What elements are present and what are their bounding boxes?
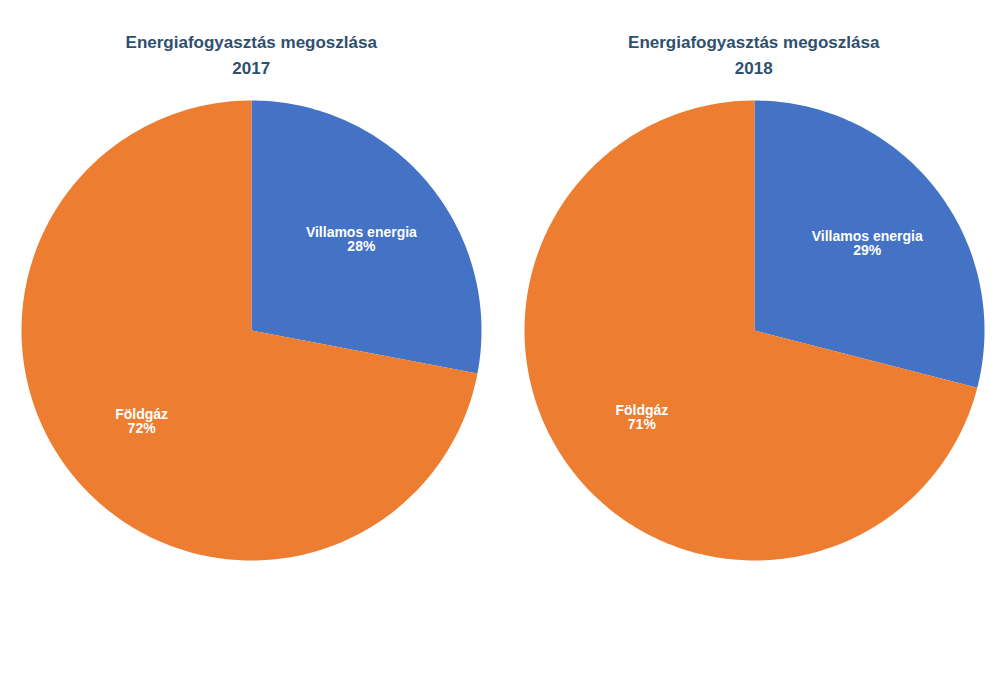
html-text:Energiafogyasztás megoszlása 2: Energiafogyasztás megoszlása 2018 (628, 33, 880, 78)
svg-text:Villamos energia29%: Villamos energia29% (811, 228, 922, 258)
svg-text:Villamos energia28%: Villamos energia28% (306, 224, 417, 254)
svg-text:Földgáz71%: Földgáz71% (615, 402, 668, 432)
html-text:Energiafogyasztás megoszlása 2: Energiafogyasztás megoszlása 2017 (125, 33, 377, 78)
svg-text:Földgáz72%: Földgáz72% (115, 406, 168, 436)
